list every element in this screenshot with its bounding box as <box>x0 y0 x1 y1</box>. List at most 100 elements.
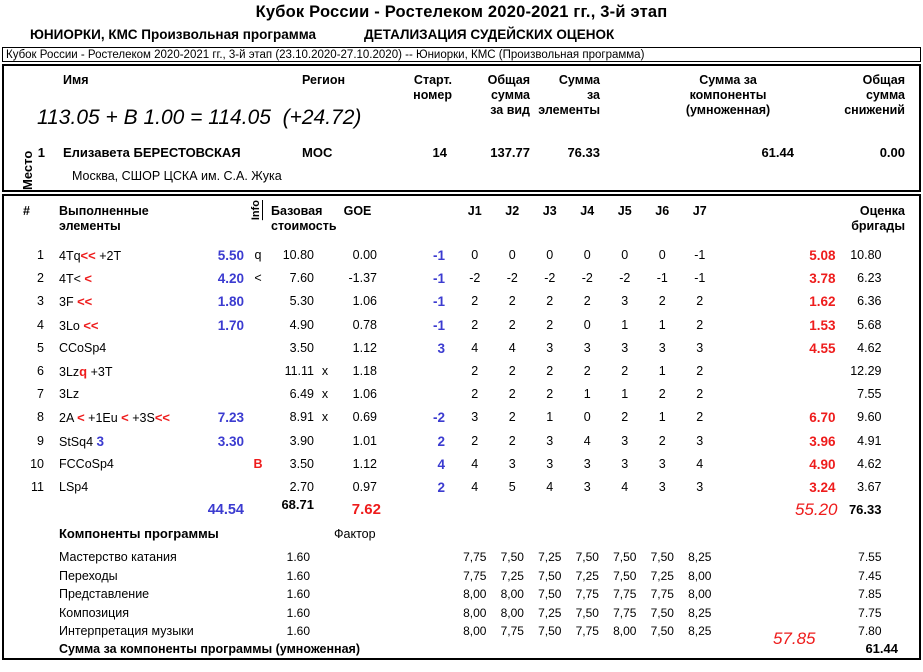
element-call-annotation: < <box>84 271 92 287</box>
region-value: МОС <box>302 145 333 160</box>
info-flag <box>247 314 269 338</box>
judge-score-j3: -2 <box>544 271 556 286</box>
judge-score-j7: -1 <box>694 271 706 286</box>
second-half-marker: x <box>321 387 329 402</box>
component-factor: 1.60 <box>286 568 310 583</box>
element-code: 3Lo <box>59 318 84 333</box>
component-row: Интерпретация музыки 1.60 8,00 7,75 7,50 7,75… <box>4 622 919 641</box>
judge-5-column-header: J5 <box>617 204 632 218</box>
component-judge-score-j7: 8,25 <box>688 605 712 620</box>
base-value: 6.49 <box>289 387 314 402</box>
element-call-annotation: << <box>154 410 171 426</box>
info-flag <box>247 360 269 384</box>
element-level-annotation: 3 <box>96 433 105 449</box>
base-value: 8.91 <box>289 410 314 425</box>
components-total-value: 61.44 <box>761 145 794 160</box>
elements-total-column-header: Сумма за элементы <box>538 73 600 117</box>
place-column-header: Место <box>20 150 35 190</box>
judge-score-j7: 2 <box>696 387 704 402</box>
element-row-3: 3 3F << 1.80 5.30 1.06 -1 2 2 2 2 3 2 2 1.62 6.36 <box>4 290 919 313</box>
element-number: 10 <box>30 456 44 471</box>
element-name: 4Tq<< +2T <box>49 244 204 268</box>
goe-value: 1.06 <box>352 294 377 309</box>
element-call-annotation: q <box>79 363 88 379</box>
skater-result-row: 1 Елизавета БЕРЕСТОВСКАЯ МОС 14 137.77 7… <box>4 142 919 167</box>
component-name: Композиция <box>59 605 130 620</box>
annotated-goe: 2 <box>437 479 445 495</box>
goe-value: 1.18 <box>352 363 377 378</box>
judge-score-j7: 2 <box>696 294 704 309</box>
panel-score: 4.91 <box>857 433 882 448</box>
components-score-total: 61.44 <box>865 641 898 657</box>
goe-value: 0.00 <box>352 248 377 262</box>
annotated-base-value: 3.30 <box>217 433 244 449</box>
judge-score-j1: 3 <box>471 410 479 425</box>
deductions-value: 0.00 <box>879 145 905 160</box>
annotated-panel-score: 6.70 <box>809 410 836 426</box>
goe-value: 1.12 <box>352 456 377 471</box>
element-row-8: 8 2A < +1Eu < +3S<< 7.23 8.91 x 0.69 -2 3 2 1 0 2 1 2… <box>4 406 919 429</box>
components-total-column-header: Сумма за компоненты (умноженная) <box>685 73 771 117</box>
panel-score: 4.62 <box>857 456 882 471</box>
elements-score-total: 76.33 <box>848 502 882 518</box>
component-factor: 1.60 <box>286 550 310 565</box>
annotated-goe: 3 <box>437 340 445 356</box>
component-judge-score-j3: 7,50 <box>538 568 562 583</box>
component-factor: 1.60 <box>286 624 310 639</box>
component-judge-score-j7: 8,00 <box>688 587 712 602</box>
panel-score-column-header: Оценка бригады <box>851 204 905 233</box>
base-value: 10.80 <box>282 248 314 262</box>
element-name: 3Lo << <box>49 314 204 338</box>
info-flag: В <box>253 456 263 471</box>
component-name: Интерпретация музыки <box>59 624 194 639</box>
judge-score-j4: 0 <box>583 317 591 332</box>
judge-score-j4: 2 <box>583 294 591 309</box>
component-name: Мастерство катания <box>59 550 177 565</box>
annotated-goe: -1 <box>432 248 445 263</box>
element-row-9: 9 StSq4 3 3.30 3.90 1.01 2 2 2 3 4 3 2 3 3.96 4.91 <box>4 430 919 453</box>
annotated-base-value <box>204 337 247 360</box>
base-value: 3.50 <box>289 340 314 355</box>
judge-score-j5: 2 <box>621 410 629 425</box>
element-row-11: 11 LSp4 2.70 0.97 2 4 5 4 3 4 3 3 3.24 3.67 <box>4 476 919 499</box>
handwritten-score-annotation: 113.05 + В 1.00 = 114.05 (+24.72) <box>37 106 362 129</box>
judge-score-j2: 2 <box>508 294 516 309</box>
judge-score-j5: -2 <box>619 271 631 286</box>
info-flag <box>247 430 269 454</box>
judge-score-j3: 0 <box>546 248 554 262</box>
component-judge-score-j2: 7,25 <box>500 568 524 583</box>
second-half-marker <box>316 290 334 314</box>
goe-value: 1.06 <box>352 387 377 402</box>
event-info-bar: Кубок России - Ростелеком 2020-2021 гг.,… <box>2 47 921 62</box>
judge-score-j1: 0 <box>471 248 479 262</box>
start-number-value: 14 <box>432 145 447 160</box>
element-number: 11 <box>31 479 44 494</box>
judge-1-column-header: J1 <box>467 204 482 218</box>
judge-score-j3: 2 <box>546 317 554 332</box>
name-column-header: Имя <box>63 73 89 87</box>
element-number: 6 <box>37 363 44 378</box>
components-section-label: Компоненты программы <box>59 526 219 542</box>
element-code: 3Lz <box>59 364 80 379</box>
annotated-base-value: 5.50 <box>217 248 244 263</box>
judge-score-j6: 2 <box>658 433 666 448</box>
base-value: 3.50 <box>289 456 314 471</box>
element-number-column-header: # <box>23 204 30 218</box>
judges-detail-table: # Выполненные элементы Info Базовая стои… <box>2 194 921 660</box>
judge-score-j1: 2 <box>471 363 479 378</box>
element-number: 4 <box>37 317 44 332</box>
component-rows: Мастерство катания 1.60 7,75 7,50 7,25 7,50 7,… <box>4 548 919 641</box>
judge-score-j4: 1 <box>583 387 591 402</box>
component-judge-score-j6: 7,50 <box>650 624 674 639</box>
element-rows: 1 4Tq<< +2T 5.50 q 10.80 0.00 -1 0 0 0 0 0 0 -1 5.08 10… <box>4 244 919 499</box>
element-code: FCCoSp4 <box>59 456 114 471</box>
judge-score-j7: 3 <box>696 340 704 355</box>
judge-score-j2: -2 <box>506 271 518 286</box>
judge-score-j1: -2 <box>469 271 481 286</box>
annotated-components-total: 57.85 <box>772 629 816 649</box>
element-name: CCoSp4 <box>49 337 204 360</box>
element-code: 2A <box>59 411 78 426</box>
component-judge-score-j5: 8,00 <box>613 624 637 639</box>
skater-name: Елизавета БЕРЕСТОВСКАЯ <box>63 145 241 160</box>
